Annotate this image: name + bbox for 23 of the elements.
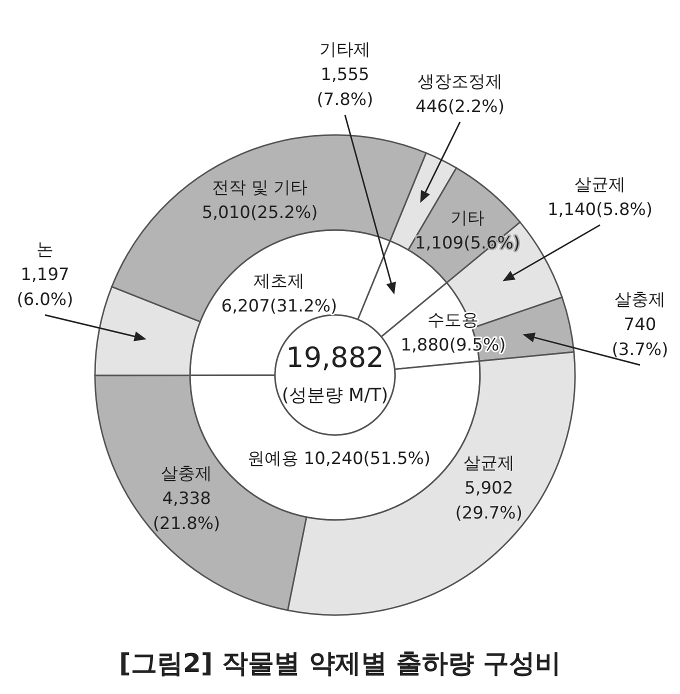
slice-label: 제초제: [254, 271, 305, 292]
slice-label: 기타: [450, 208, 484, 228]
slice-label: 살균제: [574, 175, 626, 195]
data-label: 1,197 (6.0%): [16, 265, 74, 310]
slice-label: 원예용 10,240(51.5%): [247, 448, 431, 469]
text: [그림2] 작물별 약제별 출하량 구성비: [118, 649, 562, 679]
data-label: 1,140(5.8%): [547, 200, 653, 220]
slice-label: 전작 및 기타: [212, 178, 308, 198]
slice-label: 살충제: [614, 290, 666, 310]
data-label: 5,010(25.2%): [202, 202, 318, 223]
slice-label: 논: [36, 240, 54, 260]
data-label: 1,555 (7.8%): [316, 65, 374, 110]
text: (성분량 M/T): [282, 385, 388, 406]
slice-label: 살균제: [463, 453, 514, 474]
data-label: 4,338 (21.8%): [152, 488, 220, 534]
data-label: 740 (3.7%): [612, 315, 668, 360]
data-label: 6,207(31.2%): [221, 296, 338, 316]
text: 19,882: [286, 341, 384, 374]
data-label: 446(2.2%): [416, 97, 504, 117]
slice-label: 생장조정제: [418, 72, 502, 92]
data-label: 5,902 (29.7%): [455, 478, 522, 524]
slice-label: 살충제: [161, 464, 212, 484]
slice-label: 기타제: [320, 40, 370, 60]
